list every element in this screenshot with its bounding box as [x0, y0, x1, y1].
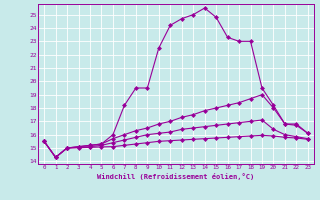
X-axis label: Windchill (Refroidissement éolien,°C): Windchill (Refroidissement éolien,°C): [97, 173, 255, 180]
